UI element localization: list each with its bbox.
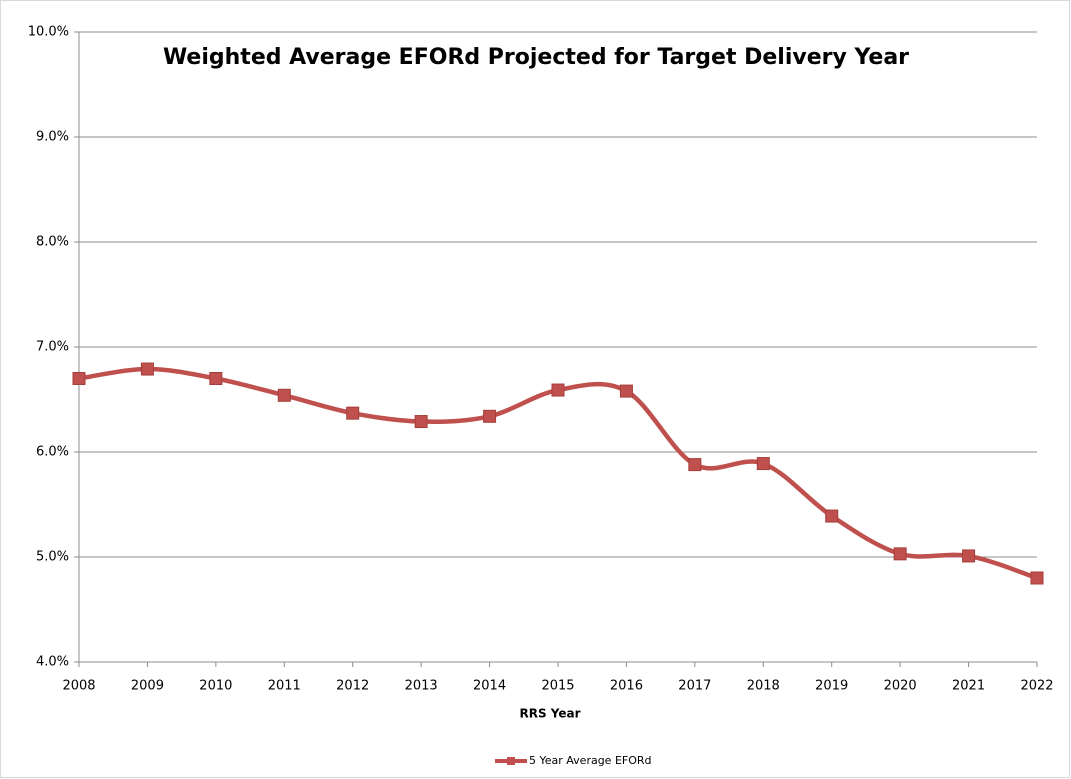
x-tick-label: 2018 [747,679,780,694]
point-marker [414,415,428,429]
x-tick-label: 2022 [1020,679,1053,694]
point-marker [209,372,223,385]
y-tick-label: 4.0% [36,655,69,670]
y-tick-label: 6.0% [36,445,69,460]
x-tick-label: 2012 [336,679,369,694]
x-tick-label: 2008 [62,679,95,694]
y-tick-label: 10.0% [28,25,69,40]
point-marker [346,406,360,420]
x-tick-label: 2010 [199,679,232,694]
point-marker [756,457,770,471]
x-tick-label: 2016 [610,679,643,694]
point-marker [688,458,702,472]
y-tick-label: 7.0% [36,340,69,355]
x-tick-label: 2020 [884,679,917,694]
x-tick-label: 2017 [678,679,711,694]
x-tick-label: 2013 [405,679,438,694]
point-marker [72,372,86,385]
x-tick-label: 2014 [473,679,506,694]
x-tick-label: 2015 [541,679,574,694]
point-marker [893,547,907,561]
legend-label: 5 Year Average EFORd [529,754,652,767]
legend-marker [507,757,515,765]
point-marker [277,388,291,402]
point-marker [962,549,976,563]
point-marker [619,384,633,398]
point-marker [551,383,565,397]
series-line [76,366,1040,581]
x-tick-label: 2019 [815,679,848,694]
y-tick-label: 9.0% [36,130,69,145]
point-marker [140,362,154,376]
x-tick-label: 2021 [952,679,985,694]
chart-title: Weighted Average EFORd Projected for Tar… [163,45,909,70]
y-tick-label: 8.0% [36,235,69,250]
point-marker [1030,571,1044,585]
x-tick-label: 2009 [131,679,164,694]
point-marker [483,409,497,423]
x-axis-title: RRS Year [519,707,580,721]
point-marker [825,509,839,523]
x-tick-label: 2011 [268,679,301,694]
y-tick-label: 5.0% [36,550,69,565]
